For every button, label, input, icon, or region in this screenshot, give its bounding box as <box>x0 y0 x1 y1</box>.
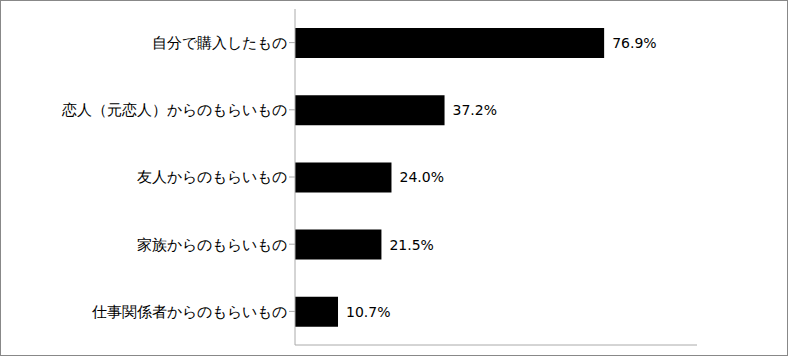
svg-text:10.7%: 10.7% <box>346 304 390 320</box>
svg-text:37.2%: 37.2% <box>453 102 497 118</box>
svg-text:家族からのもらいもの: 家族からのもらいもの <box>137 236 287 254</box>
svg-text:21.5%: 21.5% <box>389 237 433 253</box>
svg-text:友人からのもらいもの: 友人からのもらいもの <box>137 168 287 186</box>
svg-text:自分で購入したもの: 自分で購入したもの <box>152 34 287 52</box>
svg-text:仕事関係者からのもらいもの: 仕事関係者からのもらいもの <box>91 303 287 321</box>
svg-text:76.9%: 76.9% <box>612 35 656 51</box>
svg-text:恋人（元恋人）からのもらいもの: 恋人（元恋人）からのもらいもの <box>61 101 287 119</box>
svg-text:24.0%: 24.0% <box>399 169 443 185</box>
